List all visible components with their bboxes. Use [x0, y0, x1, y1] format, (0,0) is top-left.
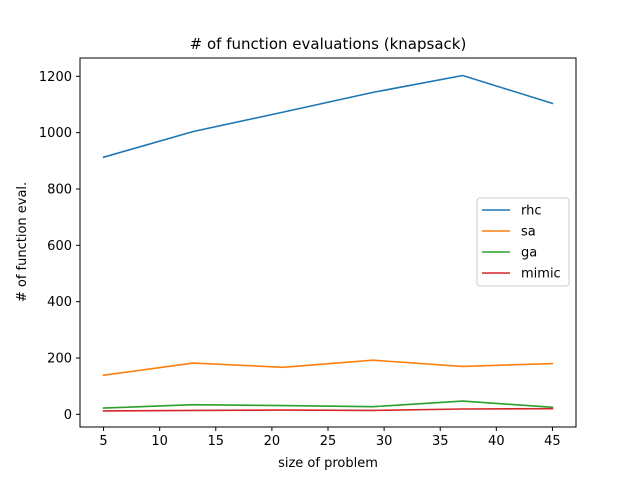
x-tick-label: 30	[376, 434, 393, 449]
y-tick-label: 600	[47, 239, 72, 254]
series-line-mimic	[102, 407, 554, 412]
x-tick-label: 5	[99, 434, 107, 449]
x-tick-label: 10	[151, 434, 168, 449]
y-axis: 0 200 400 600 800 1000 1200	[39, 70, 80, 423]
y-axis-title: # of function eval.	[15, 182, 30, 302]
legend-label-sa: sa	[521, 225, 536, 240]
x-tick-label: 15	[208, 434, 225, 449]
legend-entries: rhc sa ga mimic	[482, 204, 561, 282]
y-tick-label: 200	[47, 351, 72, 366]
x-tick-label: 35	[432, 434, 449, 449]
y-tick-label: 400	[47, 295, 72, 310]
series-line-sa	[102, 359, 554, 377]
legend-box	[476, 197, 570, 287]
series-line-rhc	[102, 74, 554, 159]
x-axis: 5 10 15 20 25 30 35 40 45	[99, 427, 561, 449]
legend: rhc sa ga mimic	[476, 197, 570, 287]
legend-label-mimic: mimic	[521, 267, 561, 282]
x-tick-label: 20	[264, 434, 281, 449]
x-tick-label: 45	[544, 434, 561, 449]
y-tick-label: 800	[47, 182, 72, 197]
series-lines	[102, 74, 554, 412]
y-tick-label: 1200	[39, 70, 72, 85]
x-tick-label: 25	[320, 434, 337, 449]
x-axis-title: size of problem	[278, 456, 378, 471]
y-tick-label: 0	[64, 408, 72, 423]
legend-label-rhc: rhc	[521, 204, 542, 219]
chart-title: # of function evaluations (knapsack)	[190, 35, 467, 53]
x-tick-label: 40	[488, 434, 505, 449]
series-line-ga	[102, 400, 554, 409]
y-tick-label: 1000	[39, 126, 72, 141]
legend-label-ga: ga	[521, 246, 537, 261]
